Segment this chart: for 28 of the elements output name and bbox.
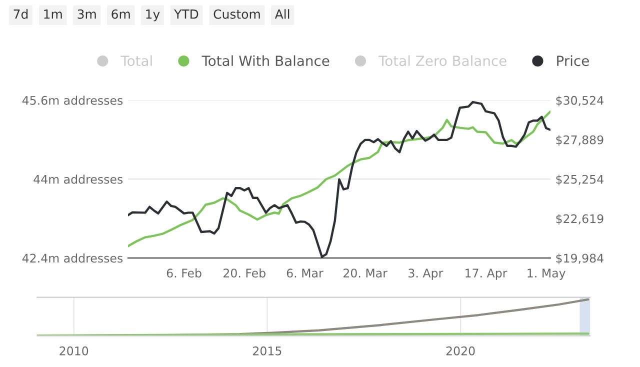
text: All xyxy=(274,9,290,19)
x-tick-label: 6. Feb xyxy=(166,268,202,278)
x-tick-label: 2020 xyxy=(446,346,475,356)
y-tick-label: 42.4m addresses xyxy=(22,254,123,263)
y-tick-label: 45.6m addresses xyxy=(22,96,123,105)
y2-tick-label: $22,619 xyxy=(556,214,604,225)
x-tick-label: 6. Mar xyxy=(286,268,324,278)
text: YTD xyxy=(174,10,198,19)
y2-tick-label: $19,984 xyxy=(556,254,604,264)
x-tick-label: 17. Apr xyxy=(466,268,508,280)
y2-tick-label: $25,254 xyxy=(556,174,604,186)
text: 1y xyxy=(146,10,160,22)
x-tick-label: 3. Apr xyxy=(408,268,444,280)
text: 3m xyxy=(78,9,96,19)
x-tick-label: 20. Feb xyxy=(224,268,266,278)
text: 7d xyxy=(14,9,28,19)
text: 6m xyxy=(112,9,130,19)
text: Custom xyxy=(214,9,260,19)
y2-tick-label: $30,524 xyxy=(556,96,604,106)
text: 1m xyxy=(44,10,62,19)
x-tick-label: 2010 xyxy=(60,346,88,356)
y2-tick-label: $27,889 xyxy=(556,135,604,146)
y-tick-label: 44m addresses xyxy=(34,174,123,184)
legend-label: Price xyxy=(557,55,589,66)
x-tick-label: 20. Mar xyxy=(344,268,388,278)
x-tick-label: 1. May xyxy=(528,268,566,280)
x-tick-label: 2015 xyxy=(253,346,282,356)
legend-label: Total With Balance xyxy=(202,55,330,66)
